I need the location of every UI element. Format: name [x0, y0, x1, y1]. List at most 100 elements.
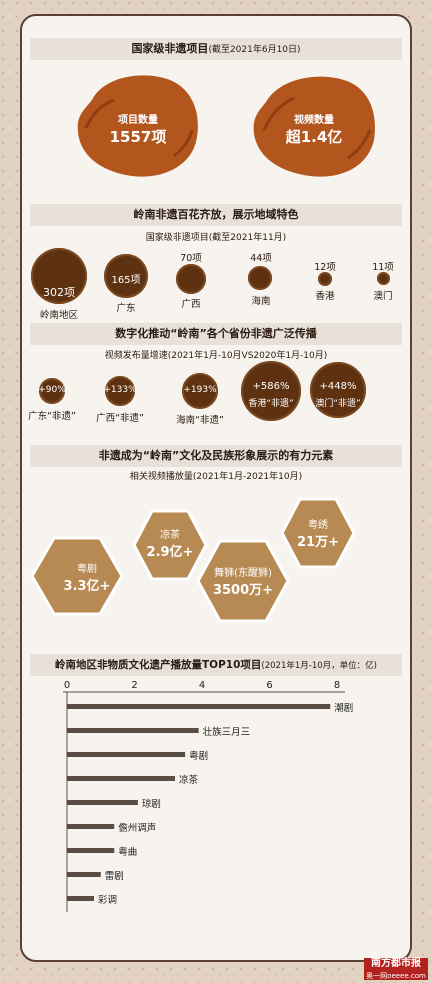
infographic-panel: 国家级非遗项目(截至2021年6月10日) 项目数量 1557项 视频数量 超1…	[20, 14, 412, 962]
value-guangdong: 165项	[111, 275, 141, 286]
bar-category-label: 粤曲	[118, 846, 137, 858]
chart-title: 岭南地区非物质文化遗产播放量TOP10项目	[55, 659, 262, 671]
x-tick-label: 6	[266, 680, 272, 691]
value-hn-growth: +193%	[183, 385, 217, 395]
section4-title: 非遗成为“岭南”文化及民族形象展示的有力元素	[98, 449, 334, 462]
circle-hainan	[248, 266, 272, 290]
bar	[67, 896, 94, 901]
circle-macau	[377, 272, 390, 285]
label-lingnan: 岭南地区	[39, 310, 78, 321]
hex-liangcha	[132, 509, 208, 581]
x-tick-label: 8	[334, 680, 340, 691]
bar-category-label: 儋州调声	[118, 822, 156, 834]
bar	[67, 824, 115, 829]
label-guangxi: 广西	[181, 299, 201, 310]
blob2-text: 视频数量 超1.4亿	[264, 111, 364, 147]
hex-yueju-name: 粤剧	[77, 564, 97, 575]
chart-header: 岭南地区非物质文化遗产播放量TOP10项目(2021年1月-10月，单位：亿)	[30, 654, 402, 676]
blob1-text: 项目数量 1557项	[88, 111, 188, 147]
label-macau: 澳门	[373, 291, 393, 302]
bar-category-label: 雷剧	[105, 871, 124, 882]
section3-title: 数字化推动“岭南”各个省份非遗广泛传播	[115, 327, 317, 340]
bar	[67, 728, 199, 733]
value-mo-growth: +448%	[319, 381, 357, 392]
blob1-label: 项目数量	[118, 115, 158, 126]
hex-liangcha-name: 凉茶	[160, 530, 180, 541]
label-gx-growth: 广西“非遗”	[96, 413, 144, 424]
hex-wushi-name: 舞狮(东醒狮)	[214, 568, 272, 579]
label-hongkong: 香港	[315, 291, 335, 302]
hexagon-group	[30, 497, 356, 623]
hex-wushi-text: 舞狮(东醒狮) 3500万+	[193, 564, 293, 598]
section1-title: 国家级非遗项目	[131, 42, 209, 55]
section3-subtitle: 视频发布量增速(2021年1月-10月VS2020年1月-10月)	[104, 351, 328, 361]
hex-yueju	[30, 536, 124, 616]
circle-mo-growth	[310, 362, 366, 418]
section2-title: 岭南非遗百花齐放，展示地域特色	[133, 208, 299, 221]
x-tick-label: 2	[131, 680, 137, 691]
label-gd-growth: 广东“非遗”	[28, 411, 76, 422]
hex-yueju-value: 3.3亿+	[63, 579, 111, 594]
value-hainan: 44项	[250, 253, 272, 264]
x-tick-label: 0	[64, 680, 70, 691]
section1-title-note: (截至2021年6月10日)	[208, 45, 301, 55]
circle-guangdong	[104, 254, 148, 298]
value-macau: 11项	[372, 262, 394, 273]
bar	[67, 752, 186, 757]
chart-note: (2021年1月-10月，单位：亿)	[261, 661, 377, 671]
circle-gx-growth	[105, 376, 135, 406]
hex-yueju-text: 粤剧 3.3亿+	[37, 560, 137, 594]
newspaper-logo: 南方都市报 奥一网oeeee.com	[364, 958, 428, 980]
value-hongkong: 12项	[314, 262, 336, 273]
blob-project-count	[77, 75, 198, 177]
blob2-label: 视频数量	[294, 115, 334, 126]
section3-header: 数字化推动“岭南”各个省份非遗广泛传播	[30, 323, 402, 345]
circle-lingnan	[31, 248, 87, 304]
circle-hongkong	[318, 272, 332, 286]
section4-header: 非遗成为“岭南”文化及民族形象展示的有力元素	[30, 445, 402, 467]
hex-yuexiu	[280, 497, 356, 569]
bar-category-label: 壮族三月三	[203, 726, 251, 738]
value-guangxi: 70项	[180, 253, 202, 264]
logo-line1: 南方都市报	[371, 958, 421, 969]
value-gd-growth: +90%	[38, 385, 66, 395]
hex-liangcha-value: 2.9亿+	[146, 545, 194, 560]
hex-yuexiu-value: 21万+	[297, 535, 339, 550]
blob1-value: 1557项	[109, 128, 167, 146]
hex-yuexiu-text: 粤绣 21万+	[268, 516, 368, 550]
bar-category-label: 凉茶	[179, 774, 199, 786]
label-hn-growth: 海南“非遗”	[176, 415, 224, 426]
value-hk-growth: +586%	[252, 381, 290, 392]
label-mo-growth: 澳门“非遗”	[315, 399, 361, 409]
circle-gd-growth	[39, 378, 65, 404]
section2-subtitle: 国家级非遗项目(截至2021年11月)	[145, 233, 287, 243]
section1-header: 国家级非遗项目(截至2021年6月10日)	[30, 38, 402, 60]
hex-liangcha-text: 凉茶 2.9亿+	[120, 526, 220, 560]
label-guangdong: 广东	[116, 303, 136, 314]
bar	[67, 848, 115, 853]
bar-category-label: 彩调	[98, 895, 117, 906]
section2-header: 岭南非遗百花齐放，展示地域特色	[30, 204, 402, 226]
bar	[67, 872, 101, 877]
label-hk-growth: 香港“非遗”	[248, 399, 294, 409]
bar-category-label: 琼剧	[142, 798, 161, 810]
bar	[67, 800, 138, 805]
circle-hn-growth	[182, 373, 218, 409]
circle-guangxi	[176, 264, 206, 294]
value-gx-growth: +133%	[103, 385, 137, 395]
label-hainan: 海南	[251, 296, 271, 307]
bar-category-label: 粤剧	[189, 750, 208, 762]
logo-line2: 奥一网oeeee.com	[366, 972, 426, 980]
circle-hk-growth	[241, 361, 301, 421]
value-lingnan: 302项	[43, 286, 75, 299]
x-tick-label: 4	[199, 680, 205, 691]
hex-wushi-value: 3500万+	[212, 583, 274, 598]
section4-subtitle: 相关视频播放量(2021年1月-2021年10月)	[129, 472, 303, 482]
bar	[67, 776, 175, 781]
hex-wushi	[196, 539, 290, 623]
bar-category-label: 潮剧	[334, 702, 353, 714]
blob2-value: 超1.4亿	[285, 128, 343, 146]
bar	[67, 704, 331, 709]
hex-yuexiu-name: 粤绣	[308, 520, 328, 531]
